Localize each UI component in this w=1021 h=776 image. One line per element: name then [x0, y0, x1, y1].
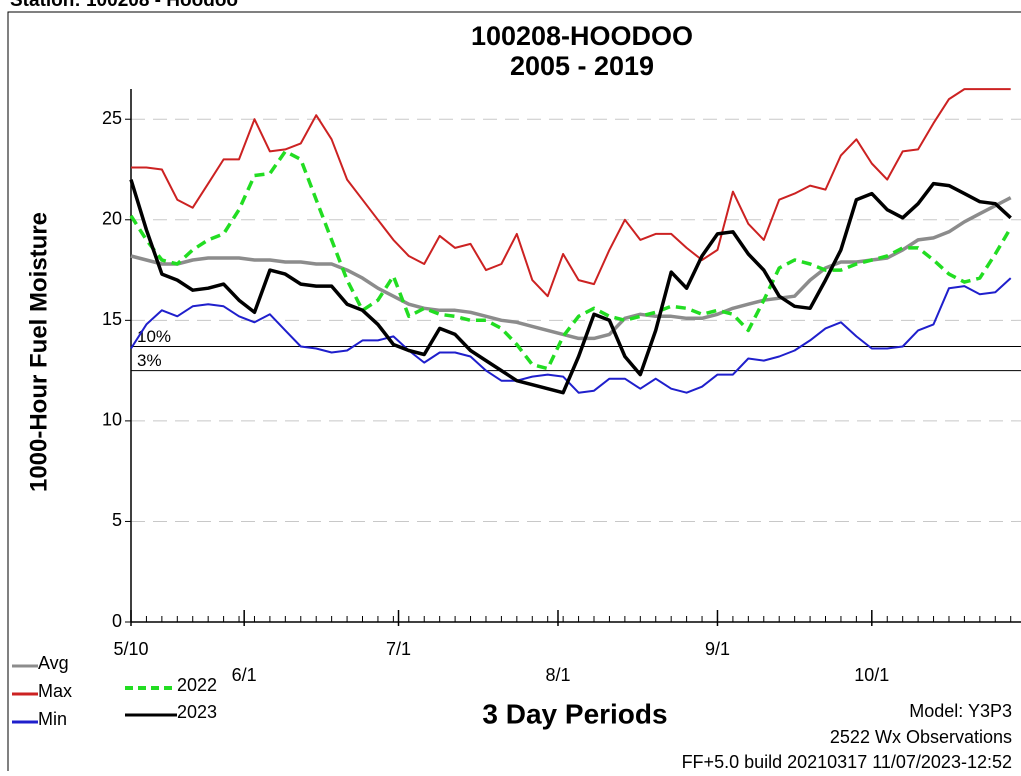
- reference-label: 3%: [137, 351, 162, 370]
- legend-label: 2022: [177, 675, 217, 695]
- legend-label: Min: [38, 709, 67, 729]
- x-tick-label: 10/1: [854, 665, 889, 685]
- y-tick-label: 10: [102, 410, 122, 430]
- build-note: FF+5.0 build 20210317 11/07/2023-12:52: [682, 752, 1012, 771]
- chart-title: 100208-HOODOO: [471, 21, 693, 51]
- y-tick-label: 0: [112, 611, 122, 631]
- y-tick-label: 15: [102, 309, 122, 329]
- model-note: Model: Y3P3: [909, 701, 1012, 721]
- legend-label: 2023: [177, 702, 217, 722]
- y-tick-label: 5: [112, 510, 122, 530]
- chart-frame: [7, 11, 1021, 776]
- x-tick-label: 6/1: [232, 665, 257, 685]
- legend-label: Max: [38, 681, 72, 701]
- x-tick-label: 9/1: [705, 639, 730, 659]
- observations-note: 2522 Wx Observations: [830, 727, 1012, 747]
- series-line: [130, 277, 1012, 394]
- x-tick-label: 5/10: [113, 639, 148, 659]
- series-line: [129, 149, 1013, 371]
- x-tick-label: 8/1: [545, 665, 570, 685]
- series-line: [131, 88, 1011, 298]
- y-tick-label: 25: [102, 108, 122, 128]
- reference-label: 10%: [137, 327, 171, 346]
- x-tick-label: 7/1: [386, 639, 411, 659]
- y-axis-label: 1000-Hour Fuel Moisture: [25, 212, 52, 492]
- x-axis-label: 3 Day Periods: [482, 698, 667, 729]
- page-header: Station: 100208 - Hoodoo: [10, 0, 238, 11]
- chart-subtitle: 2005 - 2019: [510, 51, 654, 81]
- y-tick-label: 20: [102, 209, 122, 229]
- legend-label: Avg: [38, 653, 69, 673]
- series-line: [129, 179, 1012, 395]
